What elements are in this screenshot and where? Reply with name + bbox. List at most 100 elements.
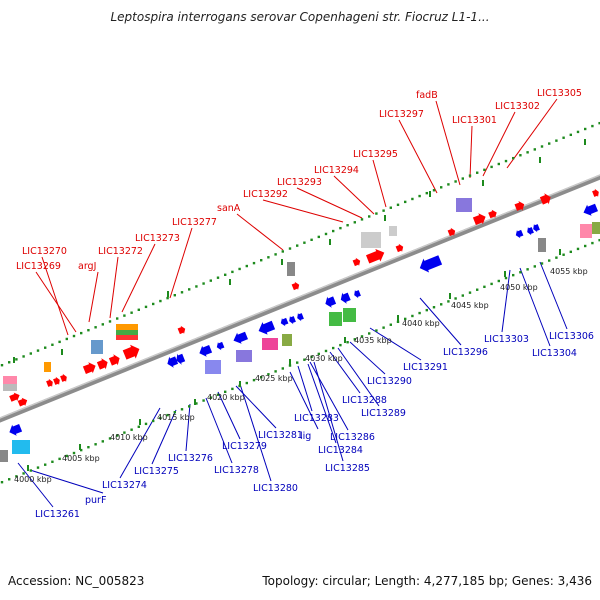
gene-label-upper: LIC13295 <box>353 149 398 160</box>
label-leader-line <box>109 256 119 319</box>
lower-tick-row-dot <box>533 265 536 268</box>
lower-tick-row-dot <box>360 335 364 338</box>
upper-tick-row-dot <box>180 291 184 294</box>
major-tick <box>79 444 81 450</box>
reverse-gene-arrow <box>258 320 276 335</box>
major-tick <box>397 315 399 321</box>
backbone-group <box>0 174 600 423</box>
upper-tick-row-dot <box>202 282 205 285</box>
reverse-gene-arrow <box>583 203 598 216</box>
major-tick <box>482 180 484 186</box>
upper-tick-row-dot <box>591 124 594 128</box>
upper-tick-row-dot <box>476 171 479 174</box>
upper-tick-row-dot <box>490 165 493 169</box>
feature-box <box>456 198 472 212</box>
upper-tick-row-dot <box>224 273 227 276</box>
lower-tick-row-dot <box>389 323 392 326</box>
lower-tick-row-dot <box>29 469 32 472</box>
upper-tick-row-dot <box>497 162 500 166</box>
lower-tick-row-dot <box>440 303 443 306</box>
upper-tick-row-dot <box>22 355 25 358</box>
lower-tick-row-dot <box>454 297 457 300</box>
gene-label-upper: fadB <box>416 90 438 101</box>
upper-tick-row-dot <box>353 221 356 224</box>
feature-box <box>287 262 295 276</box>
upper-tick-row-dot <box>360 218 364 221</box>
kbp-label: 4025 kbp <box>255 374 293 383</box>
upper-tick-row-dot <box>252 261 256 265</box>
upper-tick-row-dot <box>425 191 428 195</box>
lower-tick-row-dot <box>353 338 356 341</box>
major-tick <box>584 139 586 145</box>
lower-tick-row-dot <box>368 332 371 335</box>
upper-tick-row-dot <box>519 154 522 157</box>
upper-tick-row-dot <box>166 296 169 300</box>
lower-tick-row-dot <box>224 390 227 393</box>
upper-tick-row-dot <box>375 212 378 215</box>
lower-tick-row-dot <box>584 244 587 248</box>
major-tick <box>449 293 451 299</box>
major-tick <box>559 249 561 255</box>
upper-tick-row-dot <box>130 311 133 314</box>
label-leader-line <box>501 269 511 333</box>
label-leader-line <box>296 187 363 219</box>
lower-tick-row-dot <box>80 448 83 452</box>
backbone-highlight <box>0 174 600 419</box>
lower-tick-row-dot <box>8 478 11 481</box>
gene-label-lower: purF <box>85 495 106 506</box>
lower-tick-row-dot <box>555 256 558 259</box>
gene-label-upper: LIC13297 <box>379 109 424 120</box>
gene-label-lower: LIC13284 <box>318 445 363 456</box>
major-tick <box>329 239 331 245</box>
reverse-gene-arrow <box>216 341 225 351</box>
upper-tick-row-dot <box>324 232 328 236</box>
reverse-gene-arrow <box>167 356 179 368</box>
gene-label-lower: LIC13304 <box>532 348 577 359</box>
lower-tick-row-dot <box>44 463 47 466</box>
forward-gene-arrow <box>122 344 140 360</box>
label-leader-line <box>506 98 558 169</box>
reverse-gene-arrow <box>199 345 213 357</box>
reverse-gene-arrow <box>419 255 443 273</box>
upper-tick-row-dot <box>404 200 407 204</box>
feature-box <box>44 362 51 372</box>
gene-label-lower: LIC13276 <box>168 453 213 464</box>
upper-tick-row-dot <box>454 180 457 183</box>
gene-label-upper: LIC13270 <box>22 246 67 257</box>
label-leader-line <box>372 159 387 208</box>
label-leader-line <box>435 100 461 186</box>
label-leader-line <box>469 125 473 179</box>
lower-tick-row-dot <box>562 253 565 256</box>
label-leader-line <box>17 462 54 508</box>
lower-tick-row-dot <box>0 480 4 484</box>
label-leader-line <box>289 371 319 430</box>
upper-tick-row-dot <box>80 331 83 335</box>
reverse-gene-arrow <box>340 292 351 304</box>
lower-tick-row-dot <box>540 262 544 265</box>
lower-tick-row-dot <box>497 279 500 283</box>
label-leader-line <box>337 347 380 407</box>
reverse-gene-arrow <box>354 289 361 299</box>
gene-label-lower: LIC13296 <box>443 347 488 358</box>
upper-tick-row-dot <box>504 159 508 163</box>
upper-tick-row-dot <box>231 270 234 274</box>
lower-tick-row-dot <box>173 411 176 414</box>
forward-gene-arrow <box>488 209 497 219</box>
feature-box <box>12 440 30 454</box>
major-tick <box>289 359 291 365</box>
major-tick <box>344 337 346 343</box>
upper-tick-row-dot <box>8 361 11 364</box>
label-leader-line <box>29 469 104 494</box>
lower-tick-row-dot <box>382 326 385 329</box>
forward-gene-arrow <box>46 378 53 388</box>
lower-tick-row-dot <box>548 259 551 262</box>
kbp-label: 4045 kbp <box>451 301 489 310</box>
lower-tick-row-dot <box>288 364 292 367</box>
gene-label-lower: LIC13281 <box>258 430 303 441</box>
lower-tick-row-dot <box>447 300 450 303</box>
upper-tick-row-dot <box>418 194 421 198</box>
lower-tick-row-dot <box>476 288 479 291</box>
label-leader-line <box>369 327 422 361</box>
lower-tick-row-dot <box>101 440 104 443</box>
